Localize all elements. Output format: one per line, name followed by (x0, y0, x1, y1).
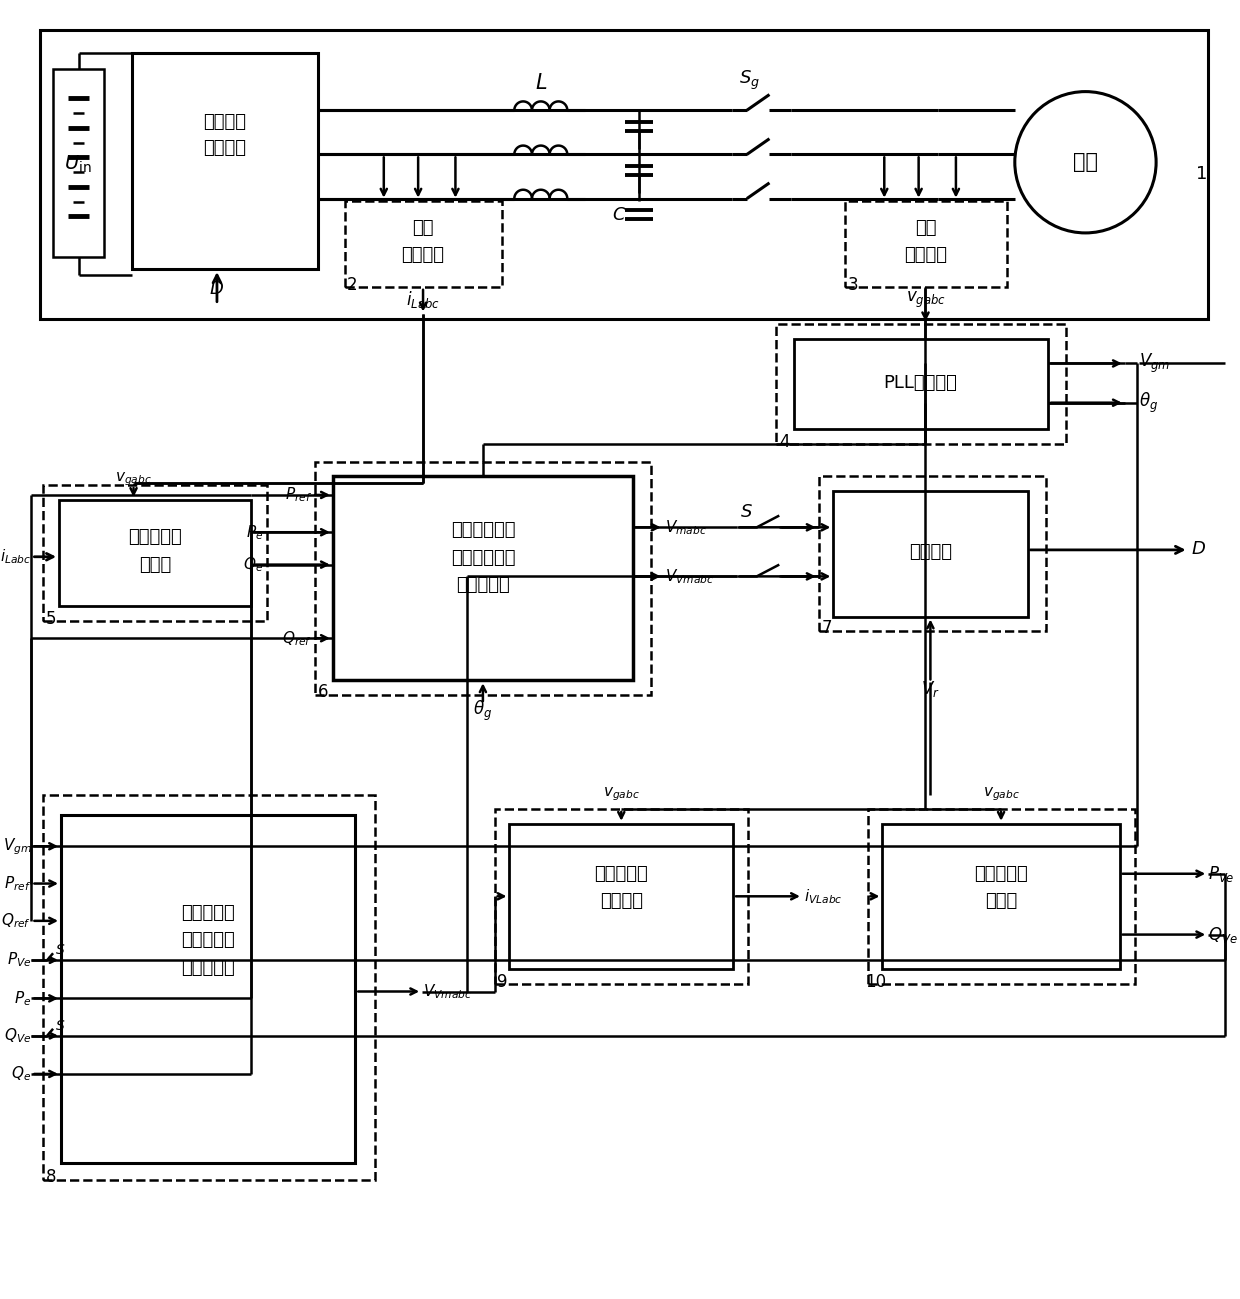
Text: 5: 5 (46, 609, 56, 627)
Bar (510, 824, 733, 969)
Bar (332, 477, 634, 681)
Text: $V_{Vmabc}$: $V_{Vmabc}$ (666, 568, 714, 586)
Bar (868, 809, 1135, 983)
Text: $P_{ref}$: $P_{ref}$ (285, 486, 312, 504)
Text: $Q_{Ve}$: $Q_{Ve}$ (1208, 925, 1238, 944)
Text: $Q_{ref}$: $Q_{ref}$ (1, 912, 31, 930)
Text: $Q_{ref}$: $Q_{ref}$ (283, 629, 312, 648)
Text: $S_g$: $S_g$ (739, 69, 760, 92)
Text: $i_{Labc}$: $i_{Labc}$ (407, 290, 440, 310)
Text: 3: 3 (848, 275, 858, 294)
Text: $v_{gabc}$: $v_{gabc}$ (115, 470, 153, 488)
Bar (883, 824, 1120, 969)
Text: 电流: 电流 (412, 220, 434, 236)
Text: 2: 2 (347, 275, 357, 294)
Text: 测量模块: 测量模块 (402, 247, 445, 265)
Text: 控制及调制: 控制及调制 (181, 931, 236, 950)
Text: 8: 8 (46, 1168, 56, 1186)
Bar (41, 30, 1208, 320)
Text: $P_{ref}$: $P_{ref}$ (4, 874, 31, 892)
Text: $\theta_g$: $\theta_g$ (474, 699, 492, 724)
Text: $v_{gabc}$: $v_{gabc}$ (905, 290, 945, 309)
Text: $D$: $D$ (210, 282, 224, 299)
Text: 算模块: 算模块 (139, 556, 171, 574)
Bar (53, 69, 104, 257)
Text: $v_{gabc}$: $v_{gabc}$ (603, 786, 640, 803)
Text: 1: 1 (1195, 165, 1207, 183)
Text: 虚拟同步机: 虚拟同步机 (181, 904, 236, 922)
Text: $\theta_g$: $\theta_g$ (1140, 391, 1158, 414)
Bar (495, 809, 748, 983)
Bar (61, 814, 356, 1163)
Bar (818, 477, 1047, 631)
Text: $v_{gabc}$: $v_{gabc}$ (982, 786, 1019, 803)
Text: $S$: $S$ (740, 504, 754, 521)
Text: $D$: $D$ (1190, 542, 1205, 559)
Text: 调制模块: 调制模块 (909, 543, 952, 561)
Text: $Q_e$: $Q_e$ (11, 1065, 31, 1083)
Text: 9: 9 (497, 973, 508, 991)
Text: $L$: $L$ (534, 73, 547, 92)
Text: $C$: $C$ (613, 207, 626, 223)
Bar (794, 339, 1048, 429)
Text: PLL锁相模块: PLL锁相模块 (884, 374, 957, 392)
Bar (60, 500, 252, 605)
Text: $P_e$: $P_e$ (14, 989, 31, 1008)
Text: $U_{\rm in}$: $U_{\rm in}$ (63, 153, 92, 175)
Text: 波生成模块: 波生成模块 (456, 577, 510, 594)
Text: 器控制及调制: 器控制及调制 (450, 548, 515, 566)
Bar (43, 485, 267, 621)
Text: $Q_{Ve}$: $Q_{Ve}$ (4, 1026, 31, 1044)
Text: 4: 4 (779, 433, 790, 451)
Text: 电网: 电网 (1073, 152, 1097, 173)
Bar (833, 491, 1028, 617)
Bar (131, 53, 317, 269)
Text: 实际功率计: 实际功率计 (128, 529, 182, 546)
Text: 波生成模块: 波生成模块 (181, 959, 236, 977)
Text: $V_{gm}$: $V_{gm}$ (2, 837, 31, 856)
Text: 6: 6 (317, 683, 329, 701)
Text: 10: 10 (864, 973, 887, 991)
Text: $S$: $S$ (55, 1018, 66, 1033)
Text: $P_{Ve}$: $P_{Ve}$ (7, 951, 31, 969)
Text: 电气主电路: 电气主电路 (594, 865, 649, 883)
Text: 器主电路: 器主电路 (203, 139, 247, 157)
Text: $S$: $S$ (55, 943, 66, 957)
Text: 7: 7 (821, 620, 832, 638)
Bar (844, 200, 1007, 287)
Text: 电压: 电压 (915, 220, 936, 236)
Bar (776, 325, 1066, 444)
Text: $P_{Ve}$: $P_{Ve}$ (1208, 864, 1235, 883)
Text: $V_{Vmabc}$: $V_{Vmabc}$ (423, 982, 472, 1000)
Text: 算模块: 算模块 (985, 892, 1017, 911)
Bar (345, 200, 501, 287)
Text: 常规并网逆变: 常规并网逆变 (450, 521, 515, 539)
Text: 三相逆变: 三相逆变 (203, 113, 247, 131)
Text: 虚拟功率计: 虚拟功率计 (975, 865, 1028, 883)
Text: $V_{mabc}$: $V_{mabc}$ (666, 518, 707, 536)
Text: $V_r$: $V_r$ (921, 679, 940, 699)
Text: 虚拟模块: 虚拟模块 (600, 892, 642, 911)
Bar (315, 461, 651, 695)
Bar (43, 795, 374, 1179)
Text: $i_{Labc}$: $i_{Labc}$ (0, 547, 31, 566)
Text: $V_{gm}$: $V_{gm}$ (1140, 352, 1171, 375)
Text: $i_{VLabc}$: $i_{VLabc}$ (804, 887, 842, 905)
Text: $P_e$: $P_e$ (246, 523, 263, 542)
Text: $Q_e$: $Q_e$ (243, 555, 263, 574)
Circle shape (1014, 92, 1156, 233)
Text: 测量模块: 测量模块 (904, 247, 947, 265)
